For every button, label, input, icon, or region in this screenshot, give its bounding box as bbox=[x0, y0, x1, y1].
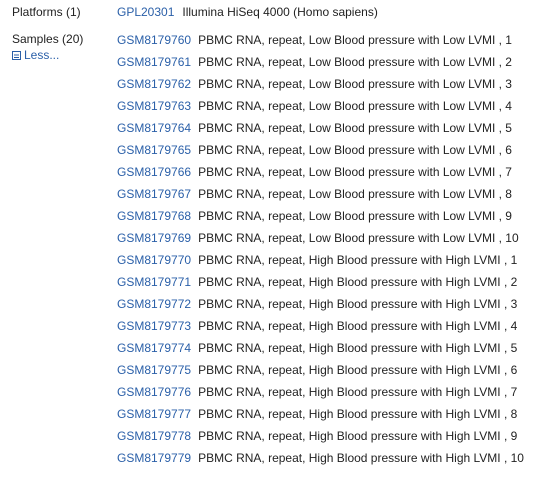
sample-description: PBMC RNA, repeat, Low Blood pressure wit… bbox=[198, 143, 512, 157]
sample-description: PBMC RNA, repeat, Low Blood pressure wit… bbox=[198, 165, 512, 179]
less-toggle-link[interactable]: Less... bbox=[12, 48, 112, 63]
sample-row: GSM8179774 PBMC RNA, repeat, High Blood p… bbox=[117, 340, 517, 356]
platform-description: Illumina HiSeq 4000 (Homo sapiens) bbox=[182, 5, 378, 19]
sample-row: GSM8179778 PBMC RNA, repeat, High Blood p… bbox=[117, 428, 517, 444]
sample-row: GSM8179765 PBMC RNA, repeat, Low Blood pr… bbox=[117, 142, 512, 158]
sample-accession-link[interactable]: GSM8179768 bbox=[117, 209, 192, 223]
sample-row: GSM8179770 PBMC RNA, repeat, High Blood p… bbox=[117, 252, 517, 268]
sample-accession-link[interactable]: GSM8179773 bbox=[117, 319, 192, 333]
sample-accession-link[interactable]: GSM8179761 bbox=[117, 55, 192, 69]
sample-description: PBMC RNA, repeat, Low Blood pressure wit… bbox=[198, 99, 512, 113]
sample-row: GSM8179767 PBMC RNA, repeat, Low Blood pr… bbox=[117, 186, 512, 202]
sample-row: GSM8179766 PBMC RNA, repeat, Low Blood pr… bbox=[117, 164, 512, 180]
platform-accession-link[interactable]: GPL20301 bbox=[117, 5, 175, 19]
sample-description: PBMC RNA, repeat, High Blood pressure wi… bbox=[198, 429, 518, 443]
collapse-icon bbox=[12, 51, 21, 60]
sample-description: PBMC RNA, repeat, High Blood pressure wi… bbox=[198, 385, 518, 399]
sample-description: PBMC RNA, repeat, High Blood pressure wi… bbox=[198, 341, 518, 355]
sample-row: GSM8179761 PBMC RNA, repeat, Low Blood pr… bbox=[117, 54, 512, 70]
sample-description: PBMC RNA, repeat, Low Blood pressure wit… bbox=[198, 77, 512, 91]
sample-accession-link[interactable]: GSM8179769 bbox=[117, 231, 192, 245]
sample-accession-link[interactable]: GSM8179762 bbox=[117, 77, 192, 91]
sample-row: GSM8179776 PBMC RNA, repeat, High Blood p… bbox=[117, 384, 517, 400]
sample-accession-link[interactable]: GSM8179766 bbox=[117, 165, 192, 179]
sample-accession-link[interactable]: GSM8179772 bbox=[117, 297, 192, 311]
sample-row: GSM8179777 PBMC RNA, repeat, High Blood p… bbox=[117, 406, 517, 422]
sample-accession-link[interactable]: GSM8179778 bbox=[117, 429, 192, 443]
sample-row: GSM8179773 PBMC RNA, repeat, High Blood p… bbox=[117, 318, 517, 334]
sample-description: PBMC RNA, repeat, High Blood pressure wi… bbox=[198, 451, 524, 465]
sample-accession-link[interactable]: GSM8179771 bbox=[117, 275, 192, 289]
sample-row: GSM8179779 PBMC RNA, repeat, High Blood p… bbox=[117, 450, 524, 466]
sample-row: GSM8179772 PBMC RNA, repeat, High Blood p… bbox=[117, 296, 517, 312]
sample-description: PBMC RNA, repeat, High Blood pressure wi… bbox=[198, 297, 518, 311]
samples-label-block: Samples (20) Less... bbox=[12, 32, 112, 63]
sample-description: PBMC RNA, repeat, High Blood pressure wi… bbox=[198, 363, 518, 377]
sample-description: PBMC RNA, repeat, High Blood pressure wi… bbox=[198, 275, 518, 289]
sample-description: PBMC RNA, repeat, Low Blood pressure wit… bbox=[198, 209, 512, 223]
sample-row: GSM8179762 PBMC RNA, repeat, Low Blood pr… bbox=[117, 76, 512, 92]
sample-accession-link[interactable]: GSM8179770 bbox=[117, 253, 192, 267]
platforms-value: GPL20301 Illumina HiSeq 4000 (Homo sapien… bbox=[117, 4, 378, 20]
sample-accession-link[interactable]: GSM8179763 bbox=[117, 99, 192, 113]
sample-row: GSM8179764 PBMC RNA, repeat, Low Blood pr… bbox=[117, 120, 512, 136]
sample-description: PBMC RNA, repeat, High Blood pressure wi… bbox=[198, 253, 518, 267]
less-label: Less... bbox=[24, 48, 60, 62]
sample-description: PBMC RNA, repeat, Low Blood pressure wit… bbox=[198, 55, 512, 69]
sample-accession-link[interactable]: GSM8179779 bbox=[117, 451, 192, 465]
sample-row: GSM8179775 PBMC RNA, repeat, High Blood p… bbox=[117, 362, 517, 378]
platforms-label: Platforms (1) bbox=[12, 5, 81, 19]
sample-row: GSM8179763 PBMC RNA, repeat, Low Blood pr… bbox=[117, 98, 512, 114]
sample-description: PBMC RNA, repeat, High Blood pressure wi… bbox=[198, 407, 518, 421]
sample-description: PBMC RNA, repeat, Low Blood pressure wit… bbox=[198, 121, 512, 135]
samples-label: Samples (20) bbox=[12, 32, 84, 46]
sample-accession-link[interactable]: GSM8179775 bbox=[117, 363, 192, 377]
sample-accession-link[interactable]: GSM8179760 bbox=[117, 33, 192, 47]
sample-accession-link[interactable]: GSM8179764 bbox=[117, 121, 192, 135]
sample-description: PBMC RNA, repeat, Low Blood pressure wit… bbox=[198, 33, 512, 47]
sample-description: PBMC RNA, repeat, Low Blood pressure wit… bbox=[198, 231, 519, 245]
sample-row: GSM8179768 PBMC RNA, repeat, Low Blood pr… bbox=[117, 208, 512, 224]
sample-row: GSM8179769 PBMC RNA, repeat, Low Blood pr… bbox=[117, 230, 519, 246]
sample-description: PBMC RNA, repeat, High Blood pressure wi… bbox=[198, 319, 518, 333]
sample-accession-link[interactable]: GSM8179774 bbox=[117, 341, 192, 355]
sample-row: GSM8179771 PBMC RNA, repeat, High Blood p… bbox=[117, 274, 517, 290]
sample-accession-link[interactable]: GSM8179777 bbox=[117, 407, 192, 421]
sample-accession-link[interactable]: GSM8179776 bbox=[117, 385, 192, 399]
sample-accession-link[interactable]: GSM8179765 bbox=[117, 143, 192, 157]
sample-description: PBMC RNA, repeat, Low Blood pressure wit… bbox=[198, 187, 512, 201]
sample-row: GSM8179760 PBMC RNA, repeat, Low Blood pr… bbox=[117, 32, 512, 48]
sample-accession-link[interactable]: GSM8179767 bbox=[117, 187, 192, 201]
